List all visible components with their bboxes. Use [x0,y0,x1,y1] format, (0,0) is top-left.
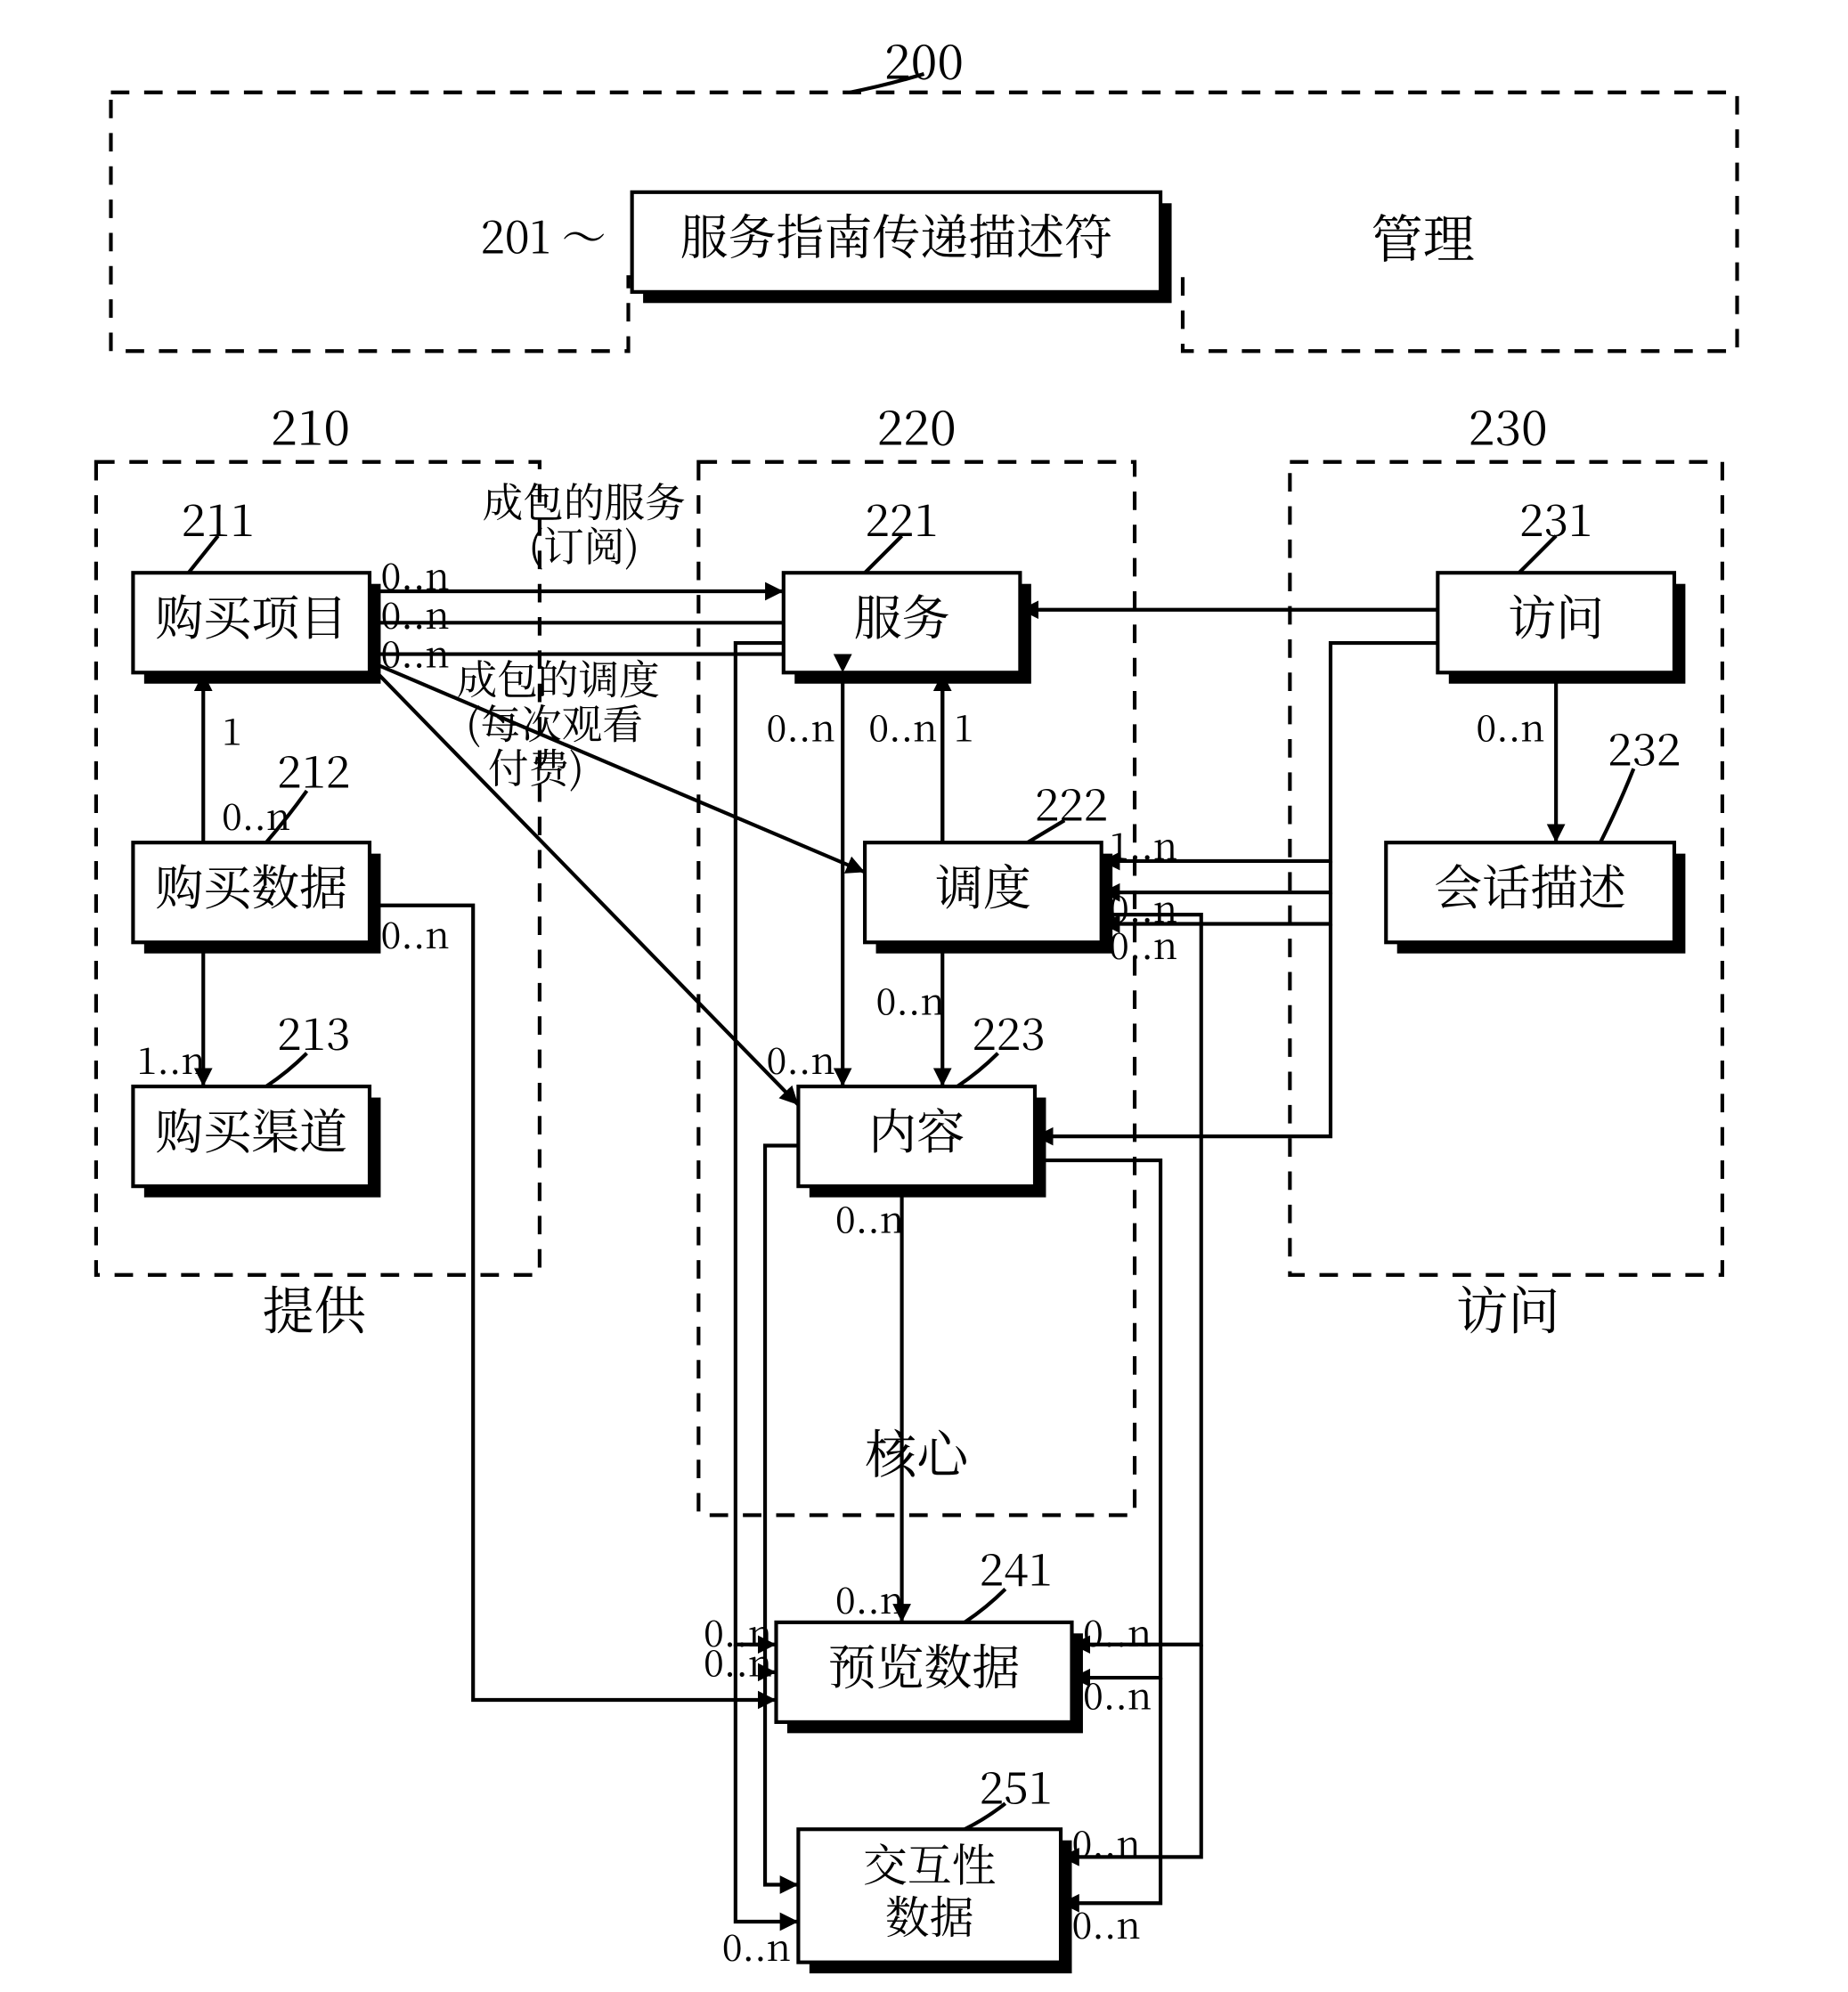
edge-label-subscribe-2: (订阅) [528,515,639,573]
ref-213: 213 [277,1000,350,1063]
card-0n-1: 0..n [222,787,290,841]
ref-210: 210 [271,390,350,459]
card-1: 1 [222,703,242,756]
ref-251: 251 [980,1754,1053,1817]
svg-text:0..n: 0..n [767,1031,835,1085]
svg-text:0..n: 0..n [1476,698,1544,752]
svg-text:1..n: 1..n [1109,817,1177,870]
ref-221: 221 [866,486,939,549]
node-purchase-item-label: 购买项目 [155,581,347,649]
ref-230: 230 [1469,390,1548,459]
group-management-title: 管理 [1372,198,1475,272]
node-interactive-label-2: 数据 [885,1883,974,1947]
ref-222: 222 [1035,771,1108,834]
ref-241: 241 [980,1536,1053,1599]
group-core-title: 核心 [865,1413,970,1488]
group-access-title: 访问 [1456,1269,1559,1344]
group-provide-title: 提供 [263,1269,367,1344]
svg-text:0..n: 0..n [876,972,945,1025]
svg-text:0..n: 0..n [767,698,835,752]
node-sgdd-label: 服务指南传递描述符 [680,200,1112,269]
svg-text:0..n: 0..n [1071,1896,1140,1949]
svg-text:1: 1 [954,698,974,752]
node-session-label: 会话描述 [1434,850,1626,919]
svg-text:0..n: 0..n [704,1633,772,1687]
svg-text:0..n: 0..n [868,698,937,752]
ref-211: 211 [182,486,255,549]
node-schedule-label: 调度 [935,850,1031,919]
svg-text:0..n: 0..n [1083,1667,1152,1720]
node-purchase-data-label: 购买数据 [155,850,347,919]
service-guide-diagram: 200 管理 210 提供 220 核心 230 访问 服务指南传递描述符 20… [0,0,1848,1992]
ref-201: 201 ～ [480,204,606,267]
ref-231: 231 [1519,486,1592,549]
ref-223: 223 [972,1000,1045,1063]
svg-text:0..n: 0..n [835,1190,904,1243]
svg-text:0..n: 0..n [722,1918,791,1972]
node-access-label: 访问 [1508,581,1604,649]
svg-text:0..n: 0..n [380,906,449,959]
svg-text:0..n: 0..n [1109,916,1177,970]
node-purchase-channel-label: 购买渠道 [155,1094,347,1163]
ref-232: 232 [1608,715,1681,778]
node-content-label: 内容 [868,1094,965,1163]
svg-text:0..n: 0..n [1083,1604,1152,1657]
node-service-label: 服务 [854,581,950,649]
edge-label-ppv-3: 付费) [488,736,584,795]
svg-text:0..n: 0..n [1071,1815,1140,1868]
node-preview-label: 预览数据 [828,1630,1021,1699]
svg-text:0..n: 0..n [835,1571,904,1624]
ref-220: 220 [877,390,957,459]
card-1n-1: 1..n [137,1031,206,1085]
